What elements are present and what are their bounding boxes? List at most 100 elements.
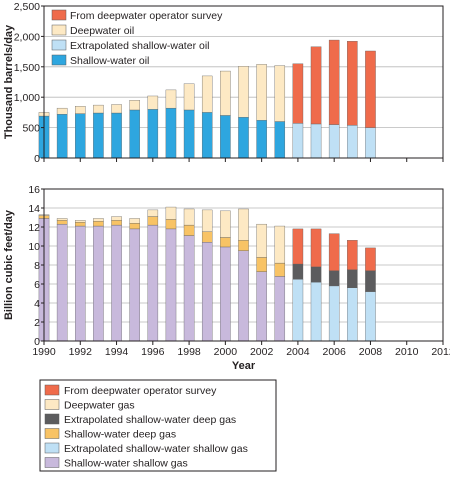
x-tick-label: 2008 (359, 346, 383, 358)
bar-deepwater-oil-2003 (274, 65, 286, 122)
bar-shallow-water-shallow-gas-1999 (201, 242, 213, 342)
bar-extrapolated-shallow-water-shallow-gas-2008 (365, 291, 376, 342)
bar-shallow-water-shallow-gas-1998 (183, 235, 195, 342)
bar-extrapolated-shallow-water-oil-2006 (328, 124, 340, 159)
legend-label: Extrapolated shallow-water shallow gas (64, 443, 248, 455)
bar-shallow-water-deep-gas-1995 (129, 223, 140, 230)
bar-shallow-water-deep-gas-1991 (56, 220, 68, 225)
bar-deepwater-oil-2002 (256, 64, 267, 121)
y-tick-label: 6 (34, 279, 40, 291)
bar-shallow-water-deep-gas-2000 (220, 237, 231, 248)
bar-extrapolated-shallow-water-deep-gas-2006 (328, 270, 340, 287)
bar-deepwater-gas-2002 (256, 223, 267, 258)
y-axis-title: Thousand barrels/day (3, 24, 15, 139)
y-tick-label: 2 (34, 317, 40, 329)
x-tick-label: 2012 (431, 346, 450, 358)
bar-extrapolated-shallow-water-deep-gas-2008 (365, 270, 376, 292)
bar-shallow-water-oil-1996 (147, 109, 159, 159)
bar-shallow-water-oil-1991 (56, 114, 68, 159)
panel-1 (38, 5, 444, 162)
panel-2 (38, 188, 444, 345)
bar-deepwater-gas-1999 (201, 209, 213, 232)
bar-shallow-water-oil-2003 (274, 121, 286, 159)
bar-extrapolated-shallow-water-deep-gas-2007 (347, 269, 358, 288)
bar-deepwater-gas-1993 (93, 218, 104, 222)
y-tick-label: 14 (28, 203, 40, 215)
bar-from-deepwater-operator-survey-2008 (365, 247, 376, 271)
x-tick-label: 2002 (250, 346, 274, 358)
y-tick-label: 0 (34, 153, 40, 165)
bar-deepwater-oil-1995 (129, 100, 140, 111)
bar-shallow-water-deep-gas-2003 (274, 262, 286, 277)
x-axis-title: Year (232, 360, 256, 372)
bar-deepwater-oil-1992 (75, 106, 86, 114)
x-tick-label: 2010 (395, 346, 419, 358)
bar-extrapolated-shallow-water-oil-2007 (347, 124, 358, 159)
bar-extrapolated-shallow-water-shallow-gas-2005 (310, 281, 322, 342)
bar-deepwater-gas-2000 (220, 210, 231, 238)
bar-shallow-water-deep-gas-2002 (256, 257, 267, 272)
legend-swatch (44, 442, 60, 454)
legend-swatch (44, 384, 60, 396)
bar-deepwater-oil-2000 (220, 70, 231, 116)
bar-from-deepwater-operator-survey-2005 (310, 228, 322, 268)
y-tick-label: 8 (34, 260, 40, 272)
bar-extrapolated-shallow-water-shallow-gas-2007 (347, 287, 358, 342)
bar-deepwater-gas-1994 (111, 216, 122, 221)
legend-box (39, 379, 277, 472)
bar-shallow-water-deep-gas-1992 (75, 222, 86, 227)
legend-swatch (44, 457, 60, 468)
bar-shallow-water-oil-1998 (183, 109, 195, 159)
bar-deepwater-oil-1999 (201, 75, 213, 113)
bar-from-deepwater-operator-survey-2006 (328, 233, 340, 271)
y-tick-label: 0 (34, 336, 40, 348)
bar-extrapolated-shallow-water-deep-gas-2005 (310, 266, 322, 283)
bar-shallow-water-deep-gas-1994 (111, 220, 122, 226)
bar-from-deepwater-operator-survey-2007 (347, 41, 358, 126)
bar-extrapolated-shallow-water-shallow-gas-2006 (328, 285, 340, 342)
y-axis-title: Billion cubic feet/day (3, 209, 15, 320)
bar-deepwater-gas-1995 (129, 218, 140, 224)
bar-shallow-water-shallow-gas-1995 (129, 228, 140, 342)
bar-shallow-water-deep-gas-1999 (201, 231, 213, 243)
legend-swatch (44, 413, 60, 425)
bar-shallow-water-shallow-gas-1992 (75, 225, 86, 342)
x-tick-label: 2004 (286, 346, 310, 358)
legend-label: From deepwater operator survey (70, 10, 223, 22)
bar-shallow-water-oil-2000 (220, 115, 231, 159)
legend-swatch (44, 428, 60, 439)
bar-deepwater-gas-2001 (238, 208, 249, 241)
bar-extrapolated-shallow-water-oil-2004 (292, 123, 304, 159)
bar-shallow-water-oil-1994 (111, 112, 122, 159)
y-tick-label: 2,500 (14, 1, 40, 13)
legend-label: Shallow-water deep gas (64, 429, 176, 441)
bar-deepwater-oil-1998 (183, 83, 195, 111)
legend-swatch (51, 9, 67, 21)
bar-deepwater-gas-1996 (147, 209, 159, 217)
x-tick-label: 1996 (141, 346, 165, 358)
legend-swatch (51, 24, 67, 36)
x-tick-label: 1994 (105, 346, 129, 358)
bar-shallow-water-oil-1999 (201, 112, 213, 159)
bar-shallow-water-shallow-gas-2001 (238, 250, 249, 342)
x-tick-label: 1992 (69, 346, 93, 358)
bar-deepwater-oil-2001 (238, 66, 249, 118)
y-tick-label: 12 (28, 222, 40, 234)
legend-label: Shallow-water oil (70, 55, 149, 67)
legend-swatch (44, 399, 60, 410)
bar-deepwater-oil-1993 (93, 104, 104, 114)
y-tick-label: 16 (28, 184, 40, 196)
bar-shallow-water-shallow-gas-1991 (56, 223, 68, 342)
bar-shallow-water-deep-gas-1998 (183, 224, 195, 236)
bar-deepwater-oil-1997 (165, 89, 177, 109)
legend-label: Extrapolated shallow-water oil (70, 40, 209, 52)
y-tick-label: 4 (34, 298, 40, 310)
bar-from-deepwater-operator-survey-2004 (292, 63, 304, 124)
bar-shallow-water-oil-2002 (256, 120, 267, 159)
bar-deepwater-gas-1991 (56, 218, 68, 221)
bar-extrapolated-shallow-water-deep-gas-2004 (292, 263, 304, 280)
bar-extrapolated-shallow-water-oil-2005 (310, 123, 322, 159)
bar-shallow-water-shallow-gas-1994 (111, 224, 122, 342)
y-tick-label: 1,500 (14, 62, 40, 74)
